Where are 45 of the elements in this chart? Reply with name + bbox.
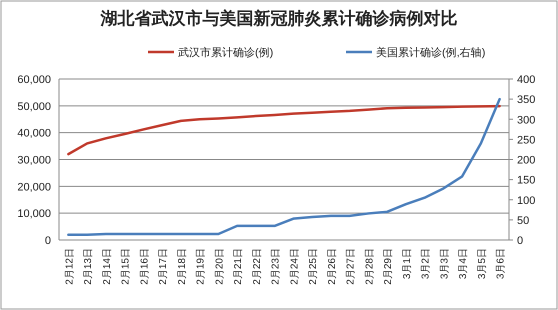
x-tick-label: 3月6日 [496, 248, 507, 280]
x-tick-label: 2月27日 [346, 248, 357, 285]
x-tick-label: 2月17日 [158, 248, 170, 285]
x-tick-label: 2月15日 [120, 248, 132, 285]
x-tick-label: 2月12日 [64, 248, 76, 285]
line-series [67, 104, 501, 156]
y2-tick-label: 250 [517, 134, 536, 146]
x-tick-label: 2月28日 [364, 248, 376, 285]
y-tick-label: 40,000 [17, 128, 51, 140]
x-tick-label: 3月5日 [476, 248, 488, 280]
x-tick-label: 2月20日 [214, 248, 226, 285]
chart-title: 湖北省武汉市与美国新冠肺炎累计确诊病例对比 [100, 9, 458, 28]
y-tick-label: 60,000 [17, 74, 51, 86]
y-tick-label: 0 [44, 235, 51, 247]
x-tick-label: 2月22日 [252, 248, 263, 285]
x-tick-label: 2月16日 [139, 248, 150, 285]
y2-tick-label: 150 [517, 174, 536, 187]
legend-label: 武汉市累计确诊(例) [178, 46, 274, 59]
x-tick-label: 2月19日 [196, 248, 207, 285]
x-tick-label: 2月29日 [383, 248, 394, 285]
x-tick-label: 2月24日 [289, 248, 300, 285]
x-tick-label: 2月25日 [308, 248, 320, 285]
x-tick-label: 2月21日 [233, 248, 244, 285]
y-tick-label: 10,000 [17, 208, 51, 220]
x-tick-label: 2月23日 [270, 248, 282, 285]
y2-tick-label: 400 [517, 74, 536, 86]
y-tick-label: 50,000 [17, 100, 51, 113]
y2-tick-label: 200 [517, 154, 536, 166]
y2-tick-label: 300 [517, 114, 536, 126]
y-tick-label: 30,000 [17, 154, 51, 166]
x-tick-label: 2月14日 [102, 248, 113, 285]
y2-tick-label: 50 [517, 214, 530, 227]
x-tick-label: 2月26日 [326, 248, 338, 285]
x-tick-label: 3月1日 [402, 248, 413, 280]
y2-tick-label: 100 [517, 194, 536, 207]
y-tick-label: 20,000 [17, 181, 51, 194]
legend-label: 美国累计确诊(例,右轴) [376, 46, 486, 59]
x-tick-label: 3月2日 [420, 248, 432, 280]
y2-tick-label: 350 [517, 94, 536, 106]
x-tick-label: 3月3日 [439, 248, 450, 280]
y2-tick-label: 0 [517, 235, 524, 247]
x-tick-label: 2月18日 [176, 248, 188, 285]
x-tick-label: 3月4日 [458, 248, 470, 280]
x-tick-label: 2月13日 [83, 248, 94, 285]
line-series [67, 98, 501, 236]
